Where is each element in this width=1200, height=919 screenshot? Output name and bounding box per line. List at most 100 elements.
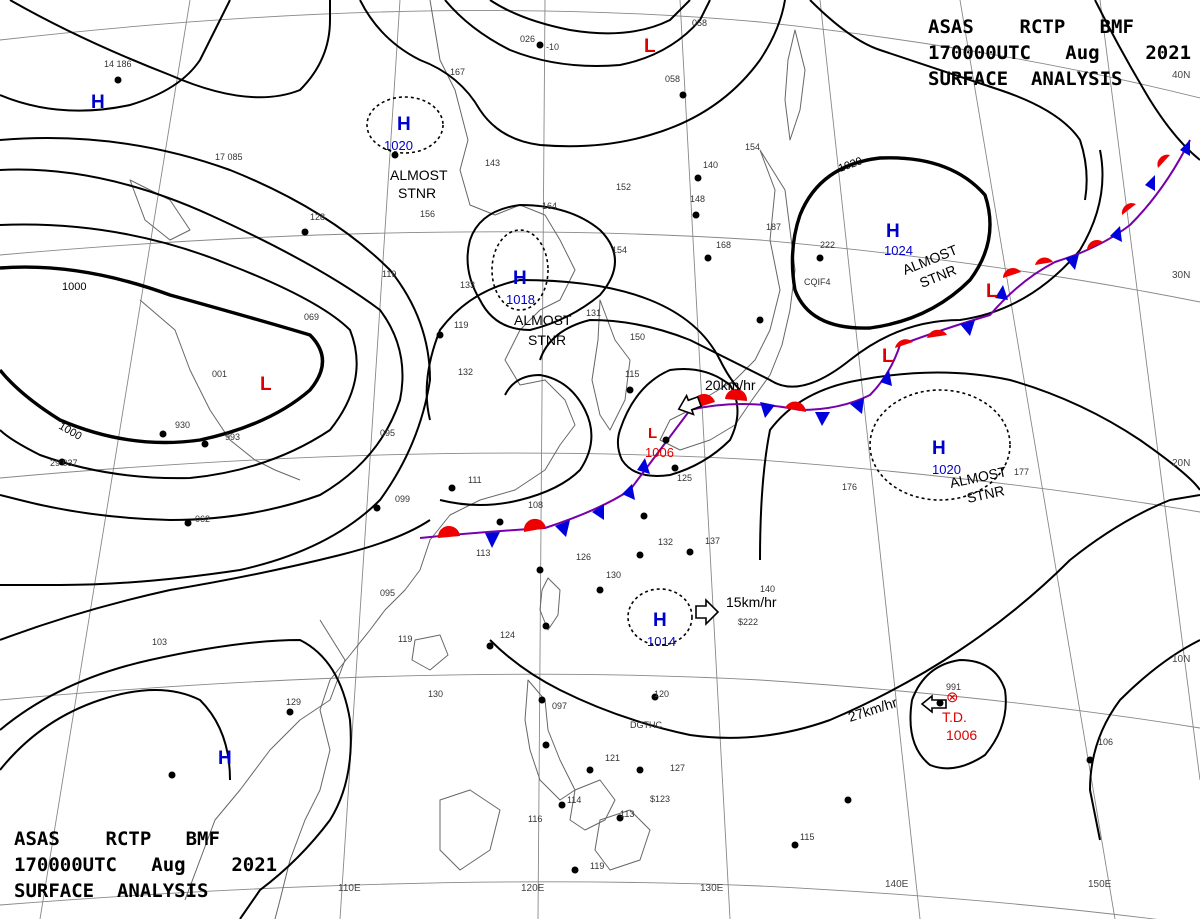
low-center-front-1: L (882, 346, 894, 367)
station-value: 128 (310, 212, 325, 222)
motion-label-1: 20km/hr (705, 377, 756, 393)
station-value: 143 (485, 158, 500, 168)
lon-label-130e: 130E (700, 883, 724, 894)
station-value: 993 (225, 432, 240, 442)
lon-label-140e: 140E (885, 879, 909, 890)
station-value: 132 (658, 537, 673, 547)
station-value: 129 (286, 697, 301, 707)
coast-hainan (411, 634, 449, 671)
lat-line-10n (0, 673, 1200, 729)
station-value: 058 (665, 74, 680, 84)
low-center-north: L (644, 36, 656, 57)
station-value: 126 (576, 552, 591, 562)
station-value: 114 (567, 795, 581, 805)
station-value: 167 (450, 67, 465, 77)
station-value: 119 (454, 320, 468, 330)
station-value: 116 (528, 814, 542, 824)
isobar-1016-east (1094, 0, 1200, 161)
station-value: 991 (946, 682, 961, 692)
cold-front-teeth (485, 140, 1190, 548)
isobar-1008-td (909, 659, 1007, 770)
station-value: 154 (612, 245, 627, 255)
coast-taiwan (539, 577, 561, 631)
lat-label-10n: 10N (1172, 654, 1190, 665)
low-center-west: L (260, 374, 272, 395)
station-value: 111 (468, 475, 482, 485)
stnr-label-1-line2: STNR (398, 185, 436, 201)
lat-label-20n: 20N (1172, 458, 1190, 469)
station-value: 113 (476, 548, 490, 558)
station-value: 119 (398, 634, 412, 644)
coastlines (129, 0, 806, 919)
ring-high-1020-e (869, 389, 1011, 501)
coast-mindanao (594, 809, 651, 871)
isobar-1008-a (0, 168, 404, 521)
stnr-label-4-line2: STNR (965, 482, 1006, 506)
isobar-1004-west (0, 223, 358, 480)
station-value: 930 (175, 420, 190, 430)
station-value: 115 (800, 832, 814, 842)
station-value: DGTHC (630, 720, 662, 730)
station-value: 164 (542, 201, 557, 211)
station-value: 130 (606, 570, 621, 580)
tropical-depression: ⊗ T.D. 1006 (942, 689, 977, 743)
isobar-1016-japan-south (759, 371, 1200, 561)
coast-japan (659, 149, 796, 451)
high-value-1020-e: 1020 (932, 462, 961, 477)
station-value: 119 (382, 269, 396, 279)
station-value: 140 (703, 160, 718, 170)
lon-label-150e: 150E (1088, 879, 1112, 890)
station-value: 152 (616, 182, 631, 192)
station-value: $123 (650, 794, 670, 804)
header-top: ASAS RCTP BMF 170000UTC Aug 2021 SURFACE A… (928, 14, 1191, 92)
station-value: 14 186 (104, 59, 132, 69)
header-bottom: ASAS RCTP BMF 170000UTC Aug 2021 SURFACE A… (14, 826, 277, 904)
isobar-1008-north-low (489, 0, 691, 35)
motion-arrow-2 (695, 598, 720, 626)
station-value: 103 (152, 637, 167, 647)
station-value: $222 (738, 617, 758, 627)
station-value: 140 (760, 584, 775, 594)
isobar-1012-tropic (489, 494, 1200, 739)
high-value-1018: 1018 (506, 292, 535, 307)
isobar-1016-nw (9, 0, 331, 99)
isobar-1016-wide (809, 0, 1088, 201)
isobar-1016-center (466, 204, 616, 331)
high-center-1020-e: H (932, 438, 946, 459)
coast-borneo (439, 789, 501, 871)
high-center-1024: H (886, 221, 900, 242)
dashed-rings (366, 96, 1011, 646)
station-texts: 14 186 026 -10 058 058 167 17 085 143 140 154 152 1… (50, 18, 1113, 871)
isobar-1012-center (425, 279, 741, 421)
isobar-1012-south (0, 519, 431, 641)
station-value: CQIF4 (804, 277, 831, 287)
station-value: 148 (690, 194, 705, 204)
isobar-1012-west-n (0, 0, 231, 112)
station-value: 108 (528, 500, 543, 510)
station-value: 099 (395, 494, 410, 504)
station-value: 130 (428, 689, 443, 699)
station-value: 137 (705, 536, 720, 546)
coast-bay (139, 299, 301, 481)
isobar-1012-north (444, 0, 711, 67)
coast-indochina (184, 619, 346, 901)
station-value: 222 (820, 240, 835, 250)
ring-high-1020-n (366, 96, 444, 154)
high-center-nw: H (91, 92, 105, 113)
station-value: 001 (212, 369, 227, 379)
station-value: 131 (586, 308, 601, 318)
station-dots (58, 41, 1094, 874)
isobar-1008-low-ring (616, 368, 739, 477)
low-value-1006: 1006 (645, 445, 674, 460)
high-value-1024: 1024 (884, 243, 913, 258)
station-value: 097 (552, 701, 567, 711)
high-center-1014: H (653, 610, 667, 631)
station-value: 17 085 (215, 152, 243, 162)
station-value: 121 (605, 753, 620, 763)
isobar-1008-south-wide (0, 639, 352, 919)
station-value: 026 (520, 34, 535, 44)
lon-label-110e: 110E (338, 883, 361, 894)
coast-visayas (569, 779, 616, 831)
stationary-front (419, 139, 1191, 548)
